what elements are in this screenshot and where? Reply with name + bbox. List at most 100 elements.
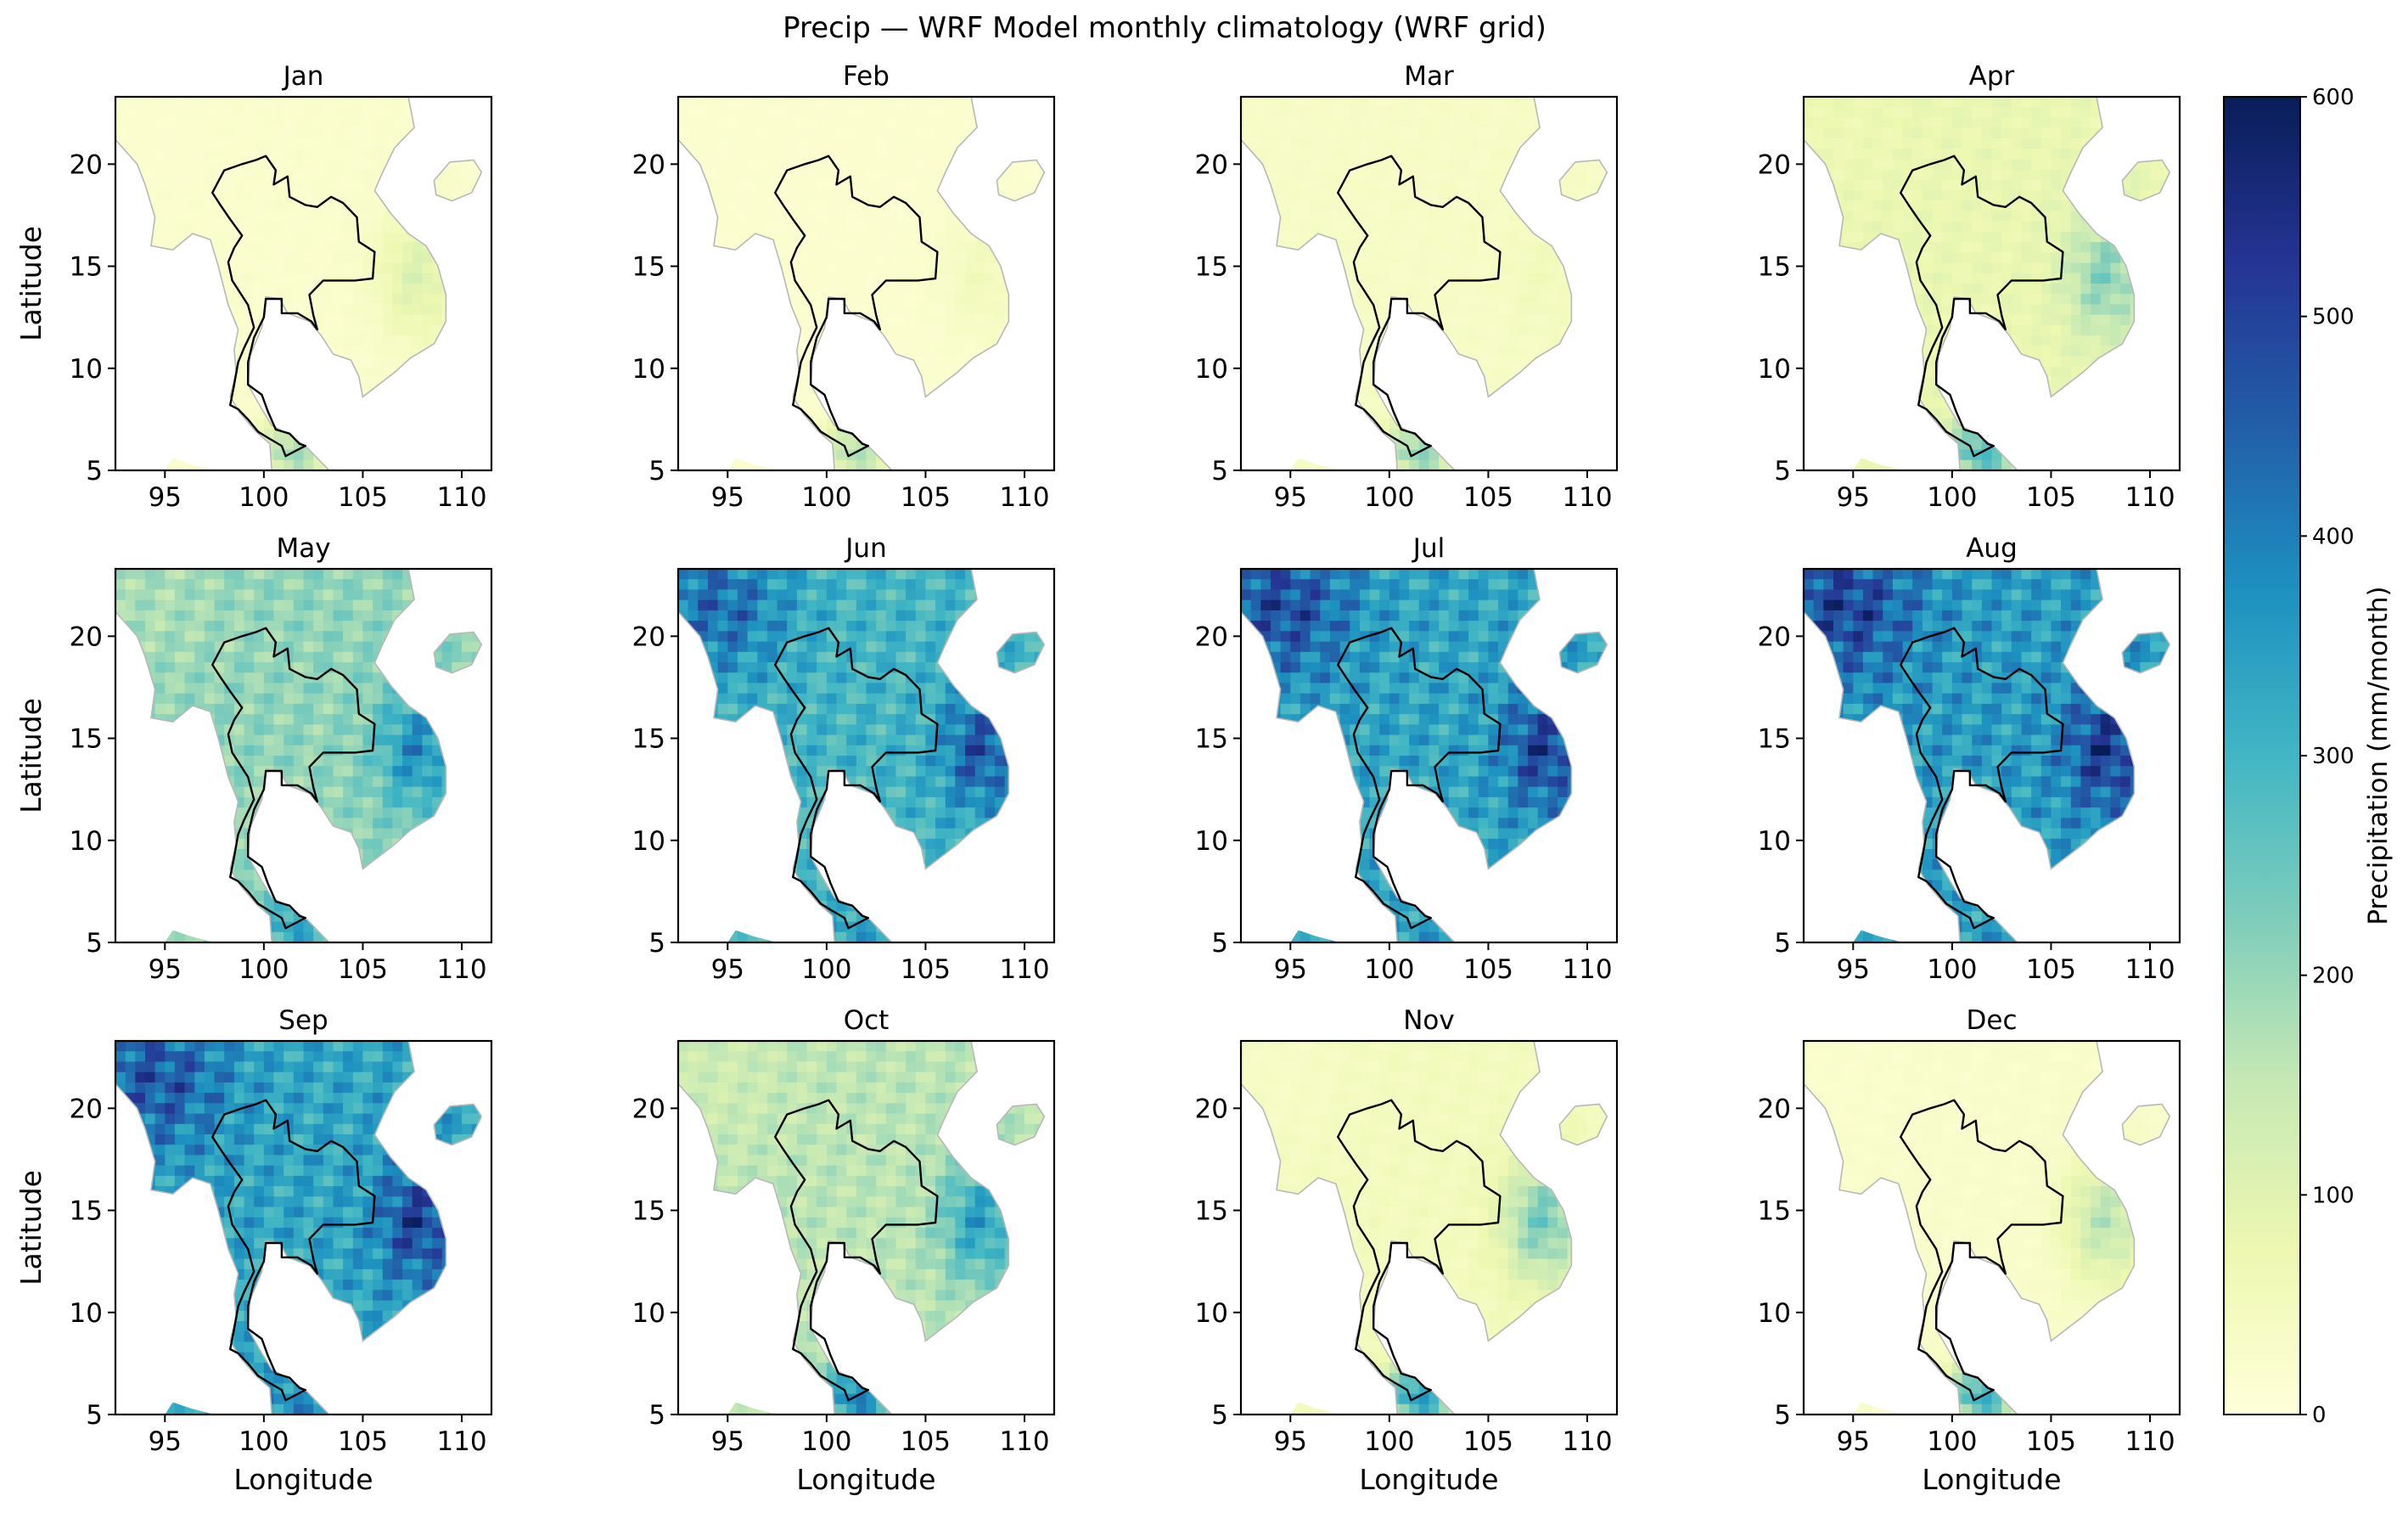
precip-cell (1922, 190, 1934, 201)
precip-cell (846, 117, 857, 129)
precip-cell (471, 200, 482, 211)
precip-cell (333, 242, 344, 253)
precip-cell (412, 200, 423, 211)
precip-cell (1418, 159, 1430, 171)
precip-cell (2001, 211, 2012, 222)
precip-cell (1260, 366, 1271, 378)
precip-cell (1250, 211, 1261, 222)
precip-cell (766, 149, 778, 160)
precip-cell (1044, 200, 1054, 211)
precip-cell (174, 377, 186, 388)
precip-cell (1577, 418, 1588, 430)
precip-cell (1004, 459, 1015, 470)
precip-cell (263, 252, 275, 264)
precip-cell (935, 159, 946, 171)
precip-cell (955, 324, 966, 336)
precip-cell (895, 304, 907, 316)
precip-cell (698, 242, 709, 253)
precip-cell (452, 346, 463, 357)
precip-cell (1972, 262, 1983, 274)
precip-cell (817, 97, 828, 108)
precip-cell (1448, 449, 1460, 461)
precip-cell (1014, 252, 1025, 264)
precip-cell (1320, 169, 1331, 181)
precip-cell (362, 408, 373, 419)
precip-cell (135, 377, 146, 388)
precip-cell (313, 304, 324, 316)
precip-cell (2001, 262, 2012, 274)
precip-cell (471, 149, 482, 160)
precip-cell (1429, 408, 1440, 419)
precip-cell (796, 449, 808, 461)
precip-cell (1587, 418, 1598, 430)
precip-cell (1339, 366, 1350, 378)
precip-cell (1250, 97, 1261, 108)
precip-cell (846, 159, 857, 171)
precip-cell (856, 127, 867, 139)
precip-cell (1339, 273, 1350, 284)
precip-cell (115, 262, 126, 274)
precip-cell (1981, 231, 1993, 243)
precip-cell (925, 304, 936, 316)
precip-cell (283, 377, 295, 388)
precip-cell (2001, 107, 2012, 118)
precip-cell (2120, 97, 2131, 108)
precip-cell (2011, 221, 2023, 233)
precip-cell (1537, 459, 1548, 470)
precip-cell (1409, 284, 1420, 295)
precip-cell (303, 221, 314, 233)
precip-cell (1813, 149, 1824, 160)
precip-cell (432, 127, 443, 139)
precip-cell (1299, 190, 1311, 201)
precip-cell (1597, 356, 1608, 368)
precip-cell (885, 294, 897, 305)
precip-cell (273, 107, 284, 118)
precip-cell (1044, 159, 1054, 170)
precip-cell (1558, 408, 1569, 419)
precip-cell (343, 408, 354, 419)
precip-cell (293, 190, 305, 201)
precip-cell (333, 252, 344, 264)
precip-cell (1044, 128, 1054, 139)
precip-cell (1558, 387, 1569, 398)
precip-cell (925, 449, 936, 461)
precip-cell (352, 117, 364, 129)
precip-cell (1290, 429, 1301, 440)
precip-cell (1597, 439, 1608, 451)
precip-cell (214, 366, 225, 378)
precip-cell (876, 97, 887, 108)
precip-cell (343, 179, 354, 191)
precip-cell (1528, 149, 1539, 160)
precip-cell (925, 335, 936, 346)
precip-cell (1537, 335, 1548, 346)
precip-cell (1883, 211, 1894, 222)
precip-cell (2021, 242, 2032, 253)
precip-cell (352, 418, 364, 430)
precip-cell (757, 324, 768, 336)
precip-cell (2031, 231, 2042, 243)
precip-cell (412, 159, 423, 171)
precip-cell (817, 408, 828, 419)
precip-cell (1290, 377, 1301, 388)
precip-cell (1587, 356, 1598, 368)
precip-cell (1280, 418, 1291, 430)
precip-cell (1942, 117, 1953, 129)
precip-cell (1607, 377, 1617, 388)
precip-cell (1488, 262, 1499, 274)
x-tick-label: 110 (436, 482, 486, 513)
precip-cell (1498, 314, 1509, 326)
precip-cell (727, 117, 738, 129)
precip-cell (817, 294, 828, 305)
precip-cell (1607, 315, 1617, 326)
precip-cell (1478, 179, 1490, 191)
precip-cell (145, 138, 156, 149)
precip-cell (747, 449, 758, 461)
precip-cell (1892, 138, 1904, 149)
precip-cell (214, 107, 225, 118)
precip-cell (1379, 356, 1390, 368)
precip-cell (1014, 408, 1025, 419)
precip-cell (1290, 459, 1301, 470)
precip-cell (1458, 284, 1469, 295)
precip-cell (1439, 262, 1450, 274)
